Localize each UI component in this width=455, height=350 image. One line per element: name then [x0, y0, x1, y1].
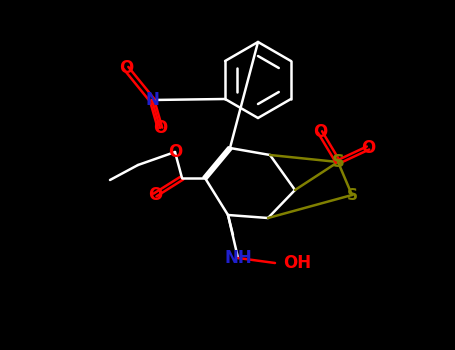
Text: O: O: [119, 59, 133, 77]
Text: S: S: [332, 153, 344, 171]
Text: O: O: [168, 143, 182, 161]
Text: OH: OH: [283, 254, 311, 272]
Text: O: O: [153, 119, 167, 137]
Text: O: O: [148, 186, 162, 204]
Text: S: S: [347, 188, 358, 203]
Text: N: N: [145, 91, 159, 109]
Text: O: O: [361, 139, 375, 157]
Text: NH: NH: [224, 249, 252, 267]
Text: O: O: [313, 123, 327, 141]
